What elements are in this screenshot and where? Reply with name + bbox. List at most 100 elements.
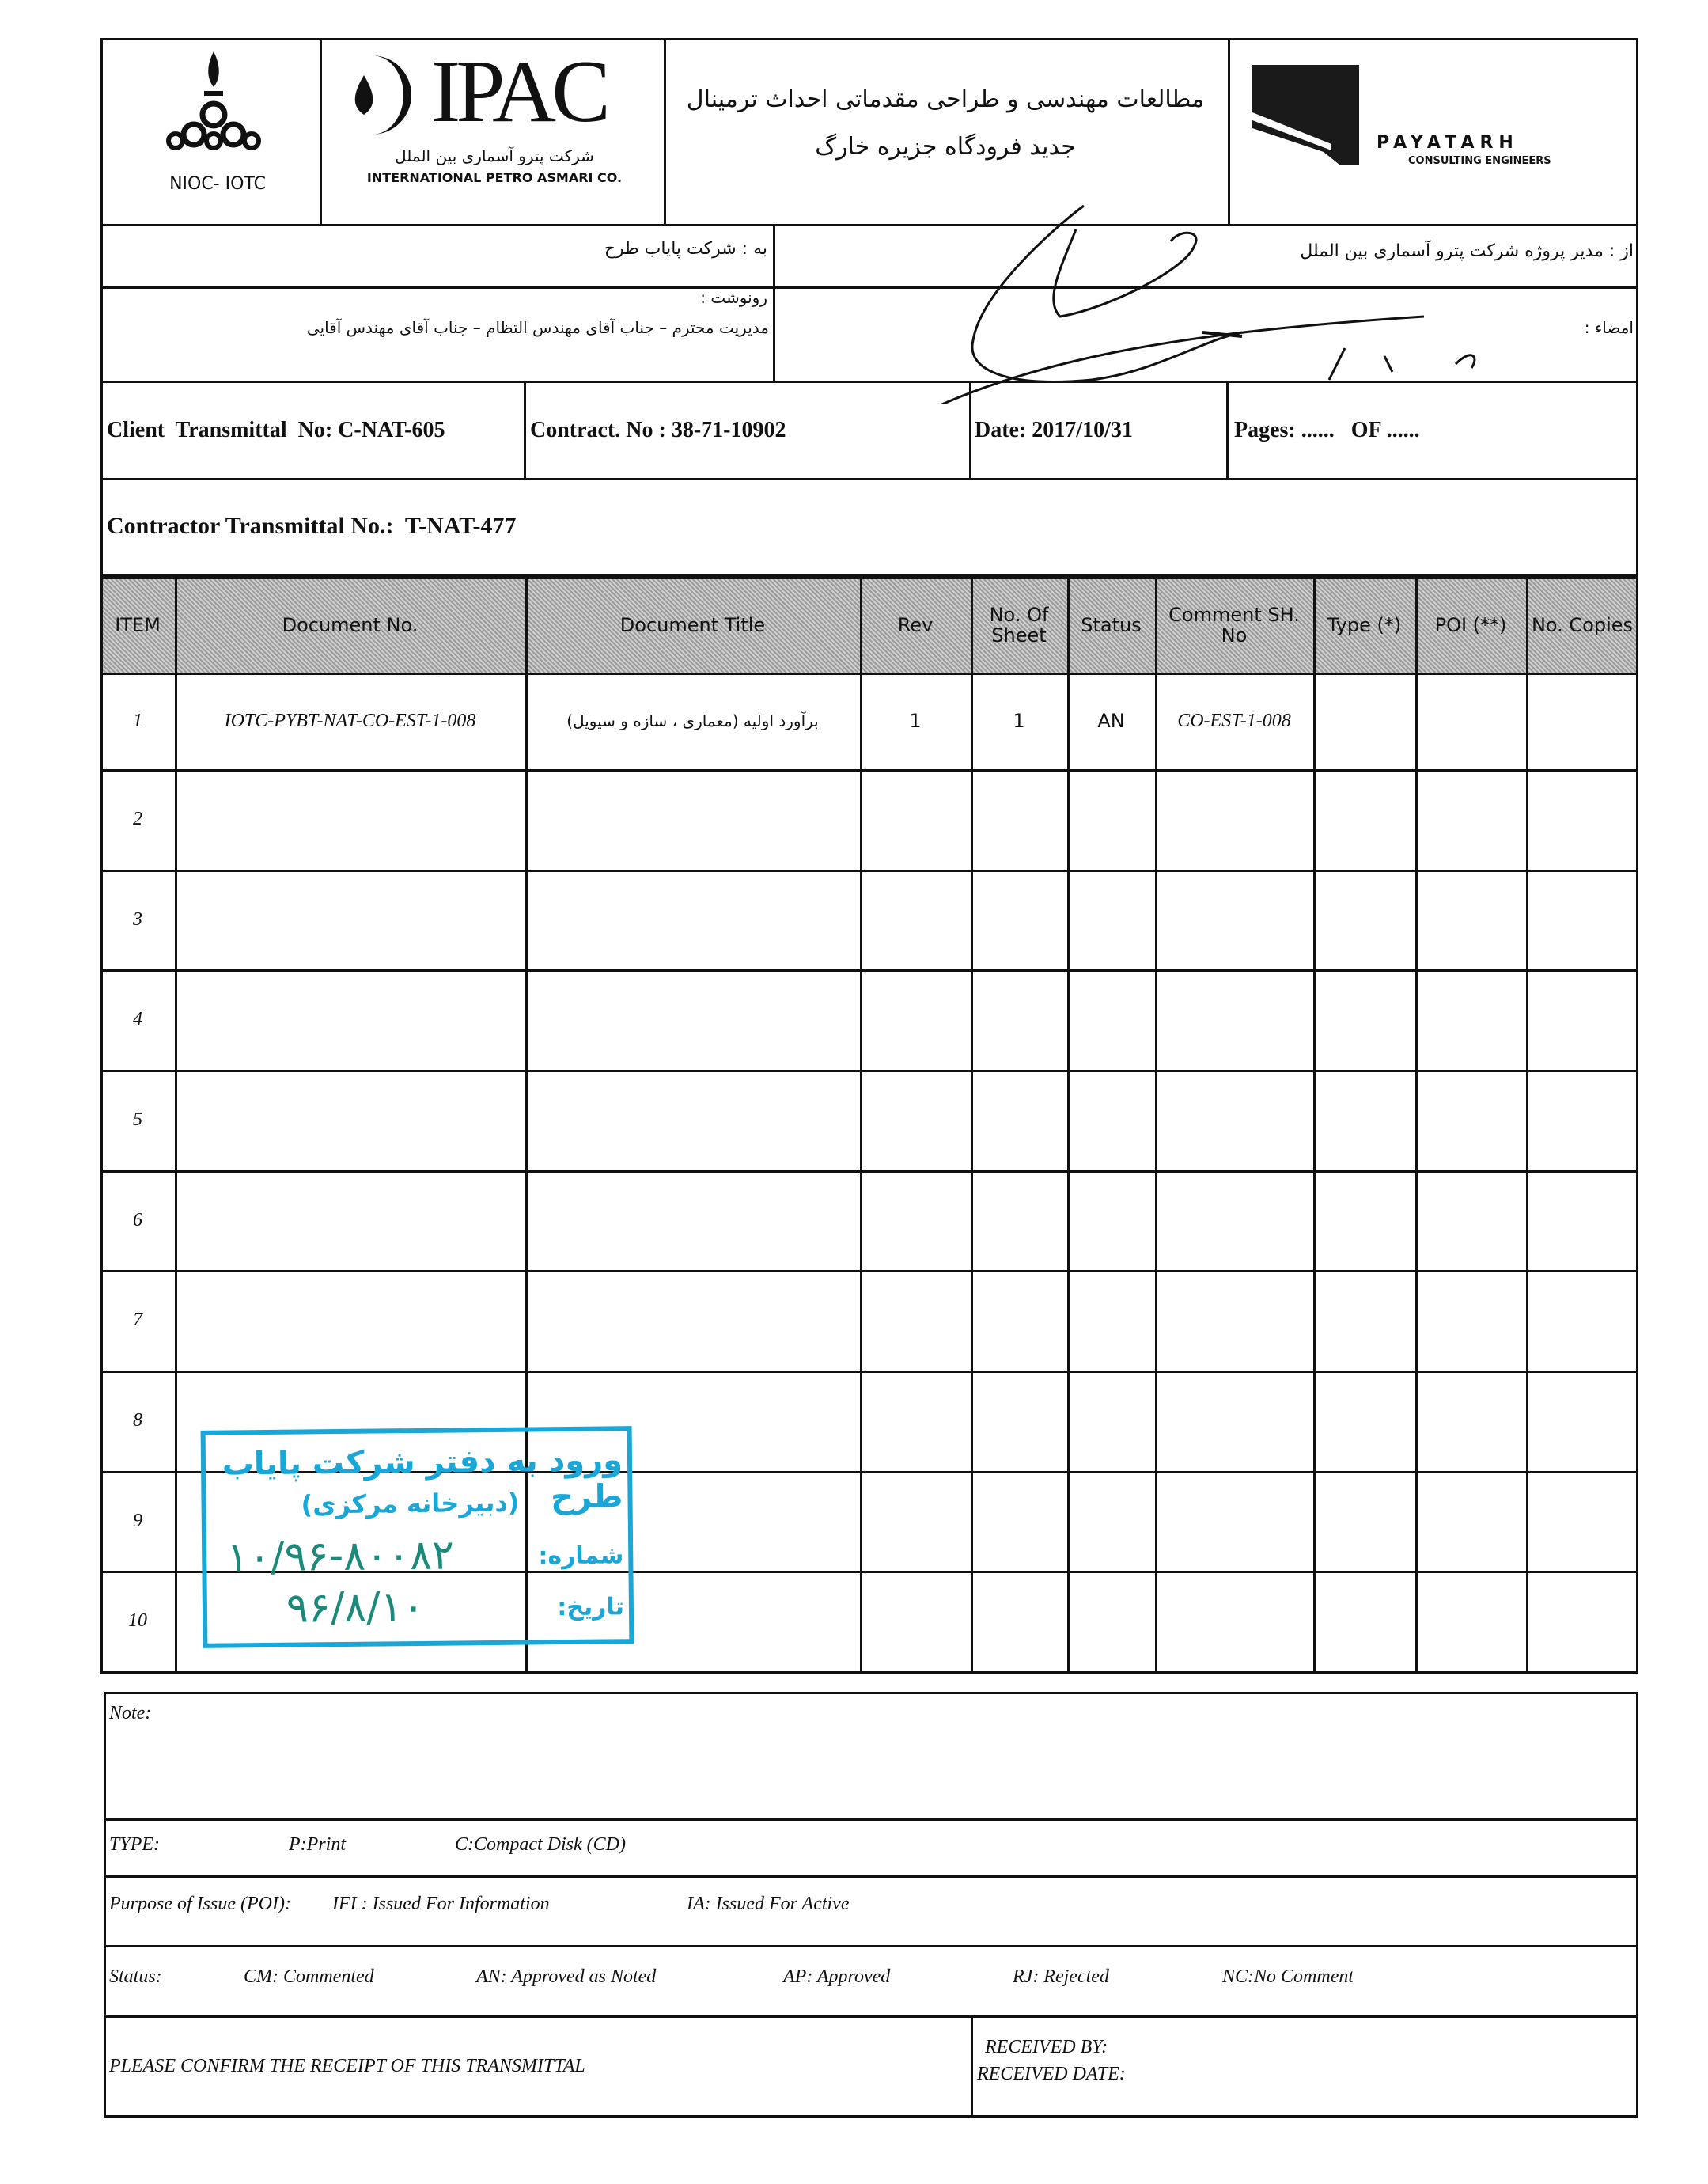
ipac-logo: IPAC [340, 47, 657, 138]
cell-item: 6 [133, 1209, 142, 1230]
status-label: Status: [109, 1966, 162, 1987]
nioc-emblem-icon [166, 51, 261, 150]
table-row [100, 870, 1638, 969]
column-header-document-title: Document Title [619, 613, 766, 636]
status-cm: CM: Commented [244, 1966, 374, 1987]
receipt-stamp: ورود به دفتر شرکت پایاب طرح (دبیرخانه مر… [200, 1426, 634, 1648]
column-header-poi: POI (**) [1434, 613, 1507, 636]
column-divider [525, 577, 528, 1671]
column-header-rev: Rev [897, 613, 934, 636]
cell-poi [1415, 673, 1526, 769]
stamp-number-label: شماره: [538, 1541, 624, 1571]
table-row [100, 1170, 1638, 1270]
cell-item: 2 [133, 809, 142, 829]
stamp-number: ۱۰/۹۶-۸۰۰۸۲ [225, 1531, 455, 1582]
divider [971, 2015, 973, 2117]
row-divider [100, 769, 1638, 772]
status-rj: RJ: Rejected [1013, 1966, 1109, 1987]
payatarh-logo-icon [1252, 65, 1359, 165]
divider [100, 286, 1638, 289]
column-header-document-no: Document No. [282, 613, 418, 636]
row-divider [100, 673, 1638, 675]
type-print: P:Print [289, 1834, 346, 1855]
nioc-logo [158, 47, 269, 166]
project-title-line1: مطالعات مهندسی و طراحی مقدماتی احداث ترم… [686, 85, 1205, 113]
to-field: به : شرکت پایاب طرح [604, 239, 767, 259]
column-divider [1526, 577, 1528, 1671]
contractor-transmittal-no: Contractor Transmittal No.: T-NAT-477 [107, 513, 517, 539]
poi-ia: IA: Issued For Active [687, 1894, 850, 1914]
payatarh-name: PAYATARH [1377, 133, 1519, 153]
column-divider [1067, 577, 1070, 1671]
cc-label: رونوشت : [700, 288, 767, 307]
table-row [100, 1270, 1638, 1371]
ipac-drop-icon [354, 55, 412, 135]
row-divider [100, 870, 1638, 872]
cell-type [1313, 673, 1415, 769]
cell-rev: 1 [909, 710, 922, 732]
pages-field: Pages: ...... OF ...... [1234, 418, 1420, 442]
cell-status: AN [1097, 710, 1125, 732]
divider [1228, 38, 1230, 226]
divider [664, 38, 666, 226]
signature-label: امضاء : [1584, 318, 1634, 337]
column-header-no-copies: No. Copies [1531, 613, 1634, 636]
column-divider [971, 577, 973, 1671]
ipac-logo-text: IPAC [431, 43, 611, 141]
cell-no-of-sheet: 1 [1013, 710, 1025, 732]
divider [773, 224, 775, 383]
footer-block [104, 1692, 1638, 2118]
table-row [100, 969, 1638, 1070]
ipac-name-fa: شرکت پترو آسماری بین الملل [395, 146, 594, 165]
column-header-item: ITEM [115, 613, 161, 636]
payatarh-sub: CONSULTING ENGINEERS [1408, 155, 1551, 167]
cell-item: 8 [133, 1410, 142, 1431]
divider [104, 2015, 1638, 2018]
poi-ifi: IFI : Issued For Information [332, 1894, 550, 1914]
divider [320, 38, 322, 226]
divider [100, 478, 1638, 480]
received-date-field[interactable]: RECEIVED DATE: [977, 2064, 1126, 2084]
column-header-no-of-sheet: No. Of Sheet [989, 603, 1049, 646]
divider [104, 1818, 1638, 1821]
row-divider [100, 1070, 1638, 1072]
cell-item: 7 [133, 1310, 142, 1330]
row-divider [100, 1371, 1638, 1373]
row-divider [100, 1270, 1638, 1272]
received-by-field[interactable]: RECEIVED BY: [985, 2037, 1108, 2057]
cell-item: 10 [128, 1610, 147, 1631]
cell-item: 1 [133, 710, 142, 731]
table-header-bg [100, 577, 1638, 673]
note-label: Note: [109, 1703, 152, 1723]
divider [969, 381, 971, 479]
cell-no-copies [1526, 673, 1638, 769]
type-label: TYPE: [109, 1834, 161, 1855]
cell-item: 9 [133, 1510, 142, 1531]
divider [1226, 381, 1229, 479]
stamp-date: ۹۶/۸/۱۰ [286, 1583, 425, 1632]
divider [104, 1875, 1638, 1878]
column-header-type: Type (*) [1327, 613, 1402, 636]
cell-comment-sh-no: CO-EST-1-008 [1177, 710, 1291, 731]
ipac-name-en: INTERNATIONAL PETRO ASMARI CO. [366, 170, 623, 185]
table-row [100, 769, 1638, 870]
column-divider [175, 577, 177, 1671]
cell-item: 5 [133, 1109, 142, 1130]
status-nc: NC:No Comment [1222, 1966, 1354, 1987]
column-header-status: Status [1081, 613, 1142, 636]
column-divider [1415, 577, 1418, 1671]
status-ap: AP: Approved [783, 1966, 891, 1987]
row-divider [100, 1170, 1638, 1173]
handwritten-signature [941, 204, 1476, 404]
nioc-label: NIOC- IOTC [169, 174, 266, 194]
row-divider [100, 1471, 1638, 1473]
cell-item: 4 [133, 1009, 142, 1029]
contract-no: Contract. No : 38-71-10902 [530, 418, 786, 442]
divider [104, 1945, 1638, 1947]
from-field: از : مدیر پروژه شرکت پترو آسماری بین الم… [1300, 241, 1634, 261]
project-title-line2: جدید فرودگاه جزیره خارگ [815, 133, 1076, 161]
cell-document-no: IOTC-PYBT-NAT-CO-EST-1-008 [224, 710, 476, 731]
client-transmittal-no: Client Transmittal No: C-NAT-605 [107, 418, 445, 442]
column-divider [1155, 577, 1157, 1671]
column-divider [1313, 577, 1316, 1671]
